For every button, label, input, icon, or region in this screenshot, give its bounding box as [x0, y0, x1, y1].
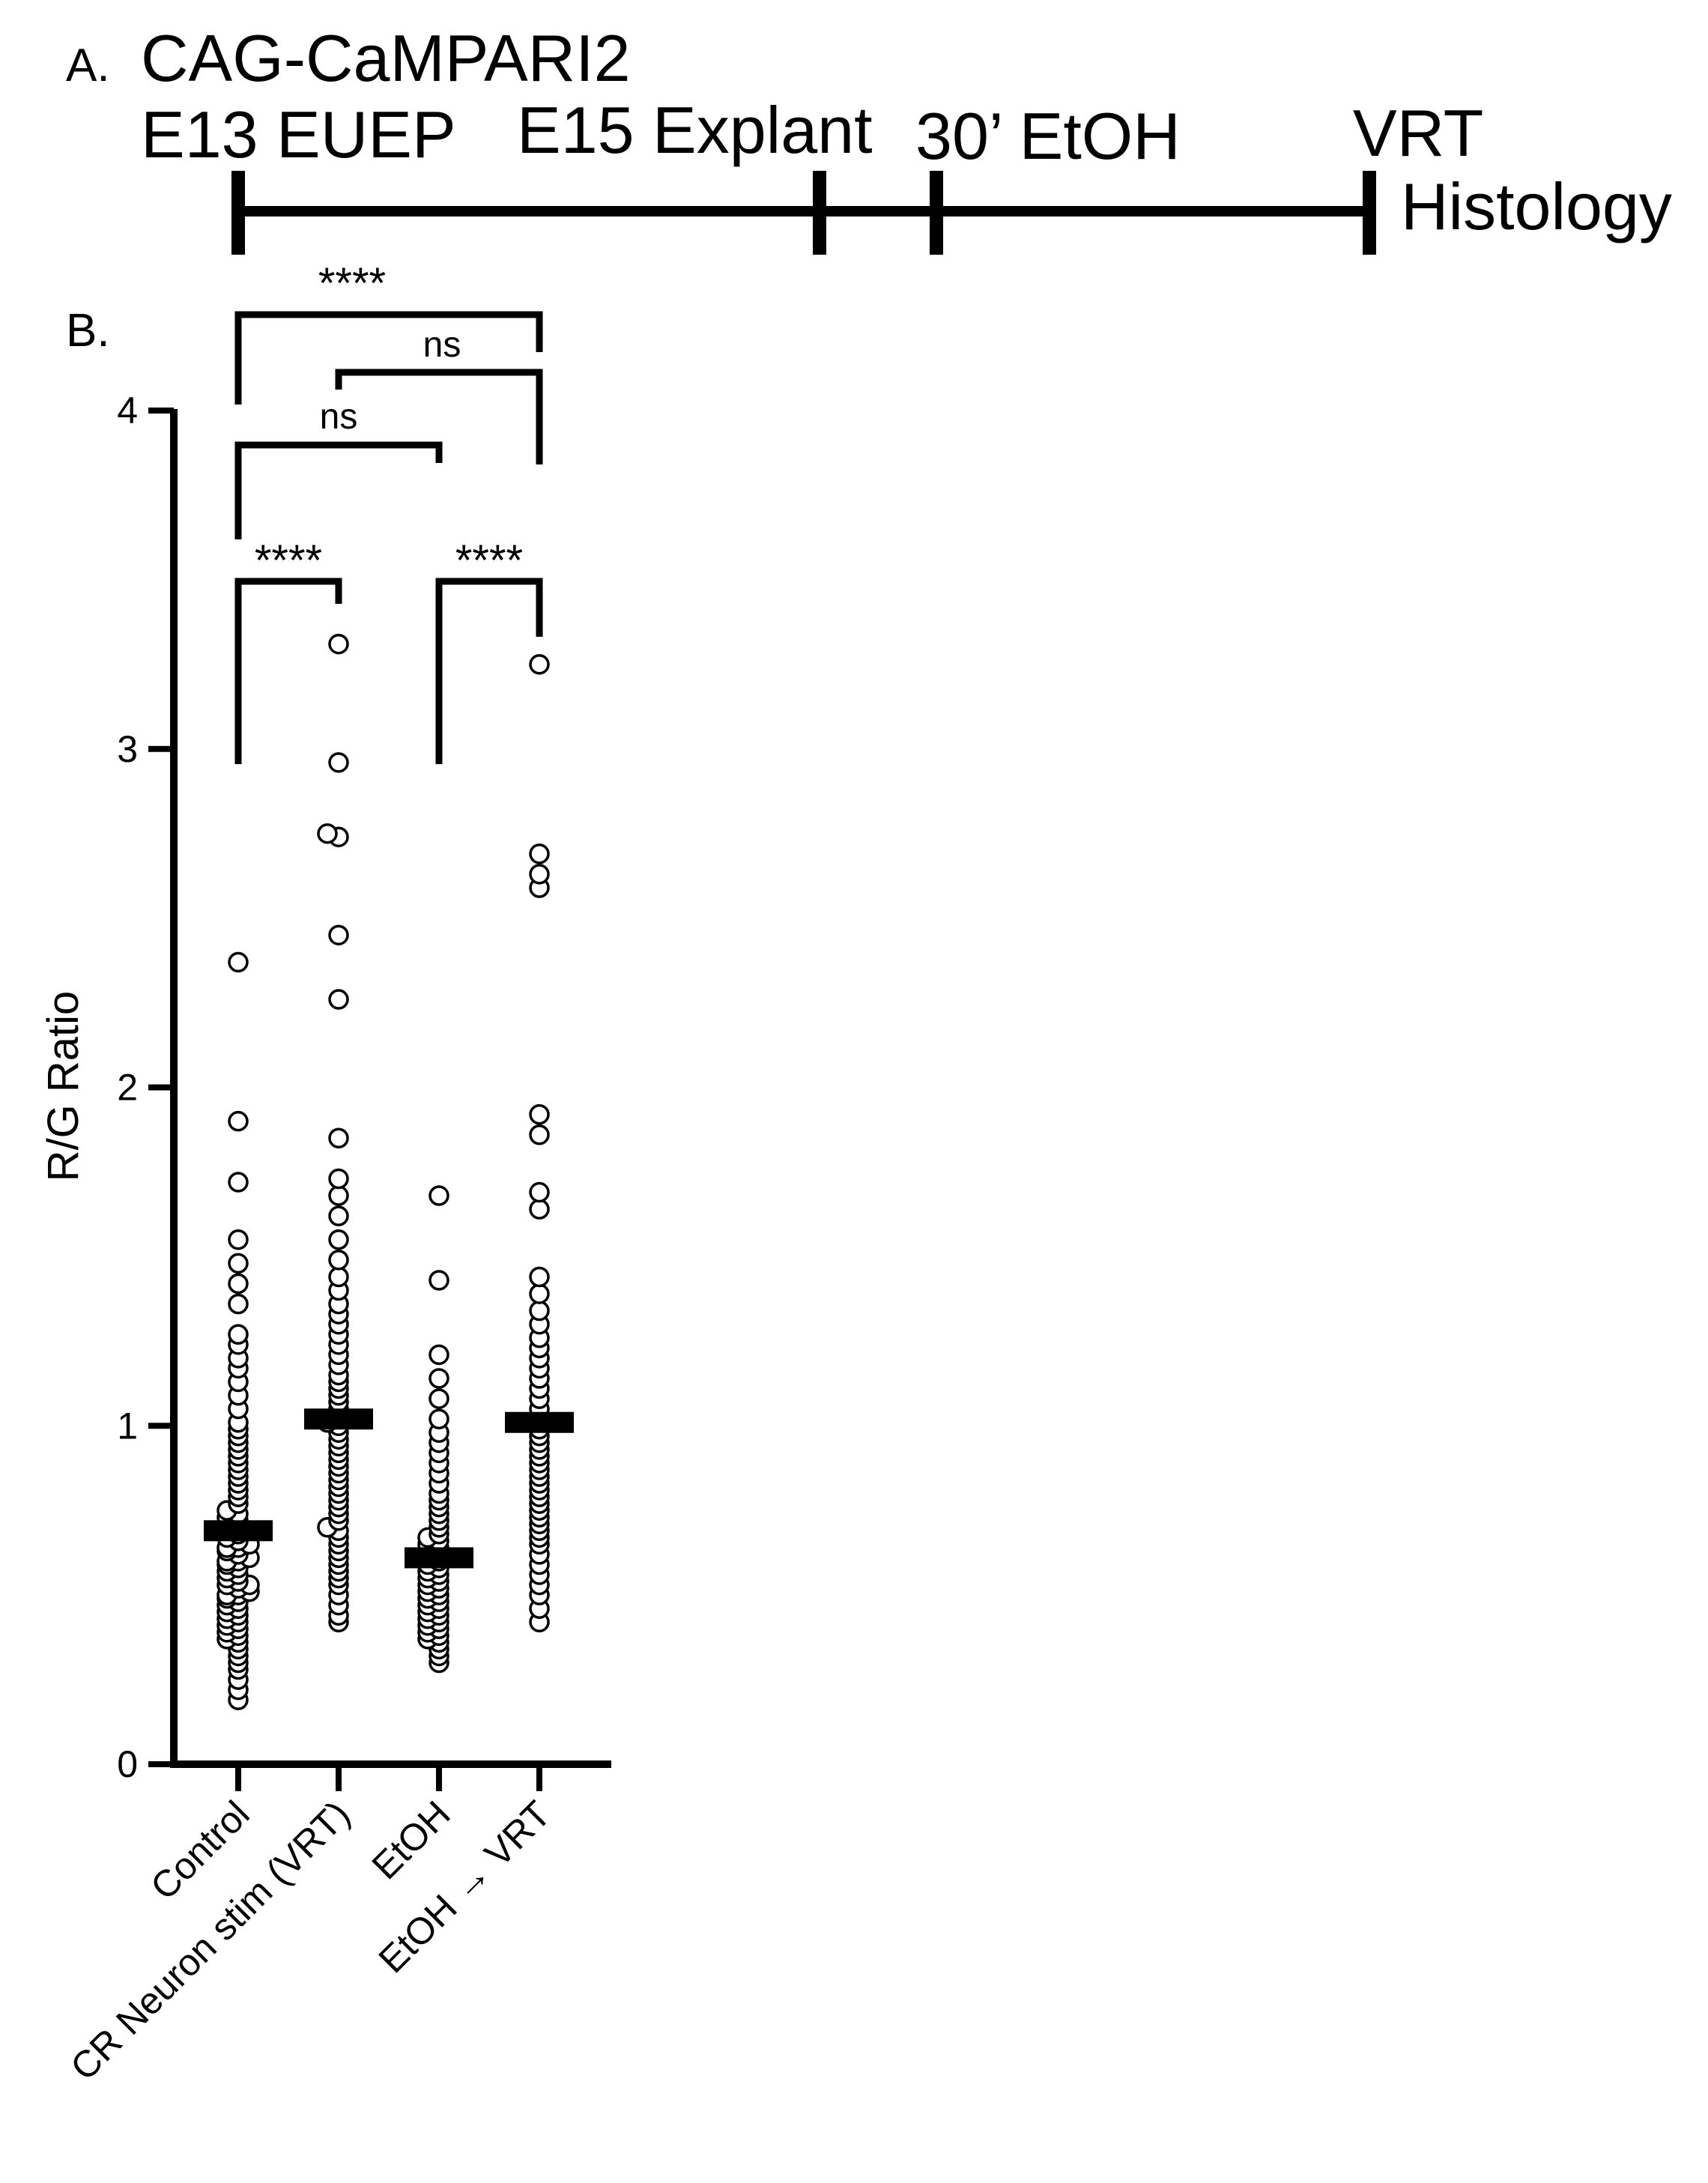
panel-a-label: A. — [66, 40, 110, 91]
significance-label: ns — [423, 325, 461, 365]
significance-brackets: **** ns ns **** **** — [234, 259, 543, 764]
data-point — [328, 1185, 349, 1206]
y-tick-label: 0 — [117, 1743, 138, 1785]
timeline-label-etoh: 30’ EtOH — [915, 99, 1181, 173]
data-point — [228, 1293, 249, 1315]
data-point — [228, 1324, 249, 1345]
significance-bracket — [335, 369, 543, 464]
timeline-label-histology: Histology — [1401, 169, 1672, 243]
x-tick-label: EtOH — [364, 1793, 458, 1887]
y-tick-label: 4 — [117, 390, 138, 432]
data-point — [328, 752, 349, 773]
data-point — [228, 1172, 249, 1193]
significance-bracket — [435, 578, 543, 764]
data-point — [428, 1344, 449, 1366]
data-point — [328, 989, 349, 1010]
significance-bracket — [234, 441, 443, 539]
significance-label: **** — [455, 536, 523, 585]
data-point — [529, 1266, 550, 1288]
data-point — [328, 1250, 349, 1271]
data-point — [428, 1270, 449, 1291]
data-point — [529, 1199, 550, 1220]
data-point — [328, 1266, 349, 1288]
y-tick-label: 3 — [117, 728, 138, 770]
data-point — [228, 1229, 249, 1250]
x-tick-label: EtOH → VRT — [371, 1793, 559, 1981]
y-tick-label: 2 — [117, 1067, 138, 1109]
timeline-label-vrt: VRT — [1353, 96, 1483, 170]
mean-bar — [505, 1411, 574, 1433]
data-point — [529, 844, 550, 865]
significance-bracket — [234, 578, 342, 764]
data-point — [228, 1273, 249, 1295]
data-point — [529, 1103, 550, 1125]
y-ticks: 0 1 2 3 4 — [117, 390, 174, 1785]
data-point — [328, 924, 349, 945]
data-point — [328, 1205, 349, 1226]
significance-label: **** — [318, 259, 386, 308]
data-point — [328, 1229, 349, 1250]
data-point — [328, 633, 349, 655]
mean-bars — [204, 1408, 574, 1569]
timeline-label-e13: E13 EUEP — [141, 97, 456, 172]
construct-label: CAG-CaMPARI2 — [141, 21, 631, 95]
data-point — [529, 1300, 550, 1321]
timeline-label-e15: E15 Explant — [517, 93, 873, 167]
data-point — [228, 1253, 249, 1274]
data-point — [428, 1388, 449, 1409]
data-point — [228, 951, 249, 973]
data-point — [317, 823, 338, 844]
mean-bar — [304, 1408, 373, 1430]
data-point — [529, 1181, 550, 1203]
data-points — [216, 633, 550, 1710]
y-tick-label: 1 — [117, 1405, 138, 1447]
mean-bar — [405, 1547, 473, 1569]
data-point — [328, 1168, 349, 1190]
significance-label: **** — [255, 536, 322, 585]
data-point — [428, 1408, 449, 1429]
data-point — [228, 1110, 249, 1132]
y-axis-title: R/G Ratio — [39, 991, 88, 1182]
significance-label: ns — [320, 397, 358, 437]
mean-bar — [204, 1520, 273, 1542]
data-point — [529, 654, 550, 675]
data-point — [428, 1185, 449, 1206]
data-point — [529, 1124, 550, 1145]
panel-b-label: B. — [66, 305, 110, 357]
data-point — [428, 1368, 449, 1389]
panel-a: A. CAG-CaMPARI2 E13 EUEP E15 Explant 30’… — [66, 21, 1672, 255]
data-point — [529, 1283, 550, 1304]
significance-bracket — [234, 311, 543, 405]
data-point — [529, 864, 550, 885]
data-point — [328, 1127, 349, 1149]
